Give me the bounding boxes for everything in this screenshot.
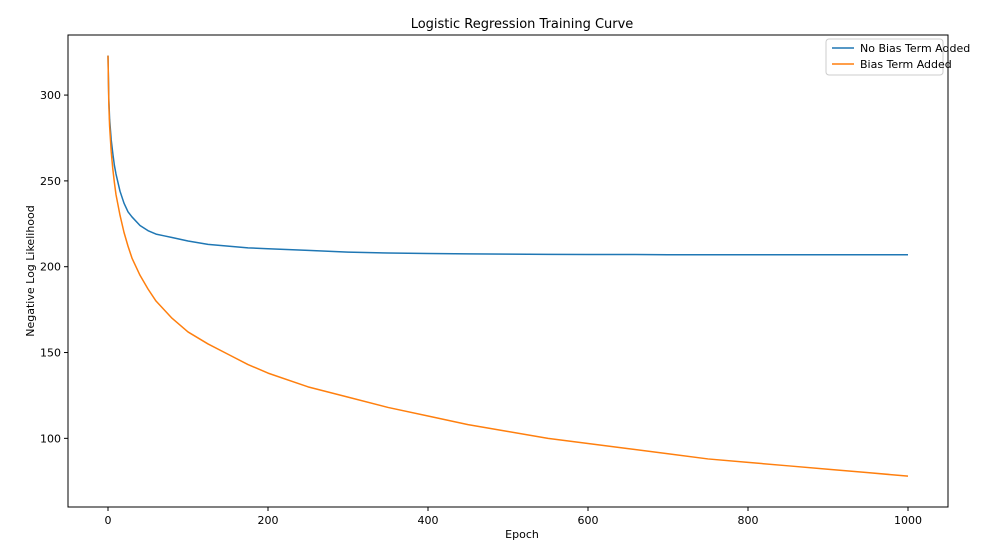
x-tick-label: 200 — [258, 514, 279, 527]
series-lines — [107, 55, 909, 477]
x-tick-label: 600 — [578, 514, 599, 527]
legend-frame — [825, 38, 944, 76]
legend-label-bias: Bias Term Added — [860, 58, 952, 71]
x-axis-label: Epoch — [505, 528, 539, 541]
y-tick-label: 200 — [40, 261, 61, 274]
legend: No Bias Term Added Bias Term Added — [825, 38, 970, 76]
x-tick-label: 800 — [738, 514, 759, 527]
y-tick-label: 100 — [40, 432, 61, 445]
y-tick-label: 250 — [40, 175, 61, 188]
x-tick-label: 1000 — [894, 514, 922, 527]
y-axis-label: Negative Log Likelihood — [24, 205, 37, 336]
series-line-bias — [107, 55, 909, 477]
y-tick-label: 150 — [40, 347, 61, 360]
y-tick-label: 300 — [40, 89, 61, 102]
x-tick-label: 400 — [418, 514, 439, 527]
legend-label-no-bias: No Bias Term Added — [860, 42, 970, 55]
x-axis-ticks: 0 200 400 600 800 1000 — [105, 507, 922, 527]
x-tick-label: 0 — [105, 514, 112, 527]
y-axis-ticks: 100 150 200 250 300 — [40, 89, 68, 445]
plot-frame — [67, 34, 949, 508]
chart-title: Logistic Regression Training Curve — [411, 17, 634, 32]
series-line-no-bias — [107, 55, 908, 256]
